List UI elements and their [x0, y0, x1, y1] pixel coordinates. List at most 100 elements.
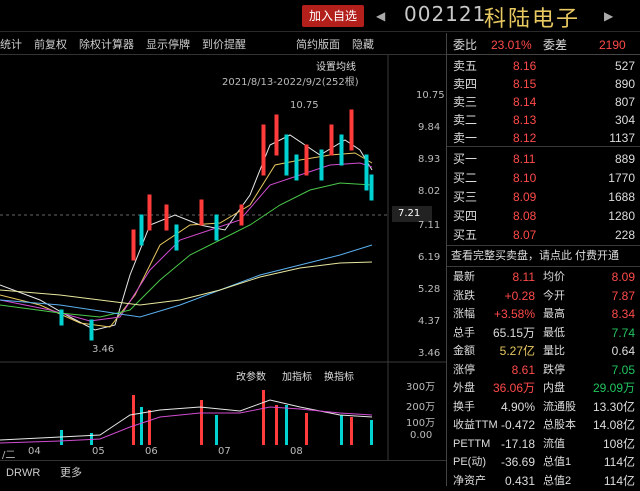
orderbook-row[interactable]: 买一 8.11 889 — [447, 149, 640, 169]
level-label: 卖一 — [453, 131, 478, 145]
stat-label: 最高 — [543, 308, 565, 320]
stat-label: 总值2 — [543, 474, 572, 487]
level-label: 卖三 — [453, 95, 478, 109]
stat-value: 29.09万 — [592, 381, 635, 395]
stat-row: 金额 5.27亿 量比 0.64 — [447, 341, 640, 361]
level-volume: 304 — [614, 113, 635, 127]
level-label: 卖五 — [453, 59, 478, 73]
orderbook-row[interactable]: 卖二 8.13 304 — [447, 110, 640, 130]
stat-label: 金额 — [453, 345, 475, 357]
stat-row: 净资产 0.431 总值2 114亿 — [447, 471, 640, 491]
level-label: 卖二 — [453, 113, 478, 127]
stat-label: 跌停 — [543, 363, 565, 376]
stat-value: +3.58% — [493, 307, 535, 321]
stat-label: PE(动) — [453, 456, 486, 468]
toolbar-item-hide[interactable]: 隐藏 — [352, 38, 374, 51]
level-volume: 1688 — [608, 190, 635, 204]
level-volume: 890 — [614, 77, 635, 91]
title-bar: 加入自选 ◀ 002121 科陆电子 ▶ — [0, 0, 640, 32]
level-label: 买五 — [453, 228, 478, 242]
stock-name: 科陆电子 — [484, 7, 581, 32]
stat-label: 涨停 — [453, 363, 475, 376]
tab-wr[interactable]: WR — [22, 467, 41, 479]
orderbook-row[interactable]: 卖一 8.12 1137 — [447, 128, 640, 148]
orderbook-row[interactable]: 买三 8.09 1688 — [447, 187, 640, 207]
price-tick: 6.19 — [418, 252, 441, 263]
promo-link[interactable]: 查看完整买卖盘，请点此 付费开通 — [451, 250, 620, 262]
stat-label: 内盘 — [543, 382, 565, 394]
stat-label: 换手 — [453, 400, 475, 413]
toolbar-item-suspend[interactable]: 显示停牌 — [146, 38, 190, 51]
level-label: 卖四 — [453, 77, 478, 91]
level-price: 8.10 — [513, 171, 537, 185]
stat-label: 涨跌 — [453, 289, 475, 302]
stat-value: 7.05 — [611, 362, 635, 377]
webi-value: 23.01% — [491, 38, 532, 52]
orderbook-row[interactable]: 买四 8.08 1280 — [447, 206, 640, 226]
stat-label: 均价 — [543, 271, 565, 283]
add-indicator-button[interactable]: 加指标 — [282, 372, 312, 383]
level-price: 8.07 — [513, 228, 537, 242]
change-params-button[interactable]: 改参数 — [236, 372, 266, 383]
add-watchlist-button[interactable]: 加入自选 — [302, 5, 364, 27]
webi-label: 委比 — [453, 38, 478, 52]
stat-value: -17.18 — [500, 436, 535, 451]
stat-value: 8.09 — [611, 270, 635, 284]
x-label: 08 — [290, 446, 303, 457]
stat-value: 8.34 — [611, 307, 635, 321]
stat-value: 7.87 — [611, 288, 635, 303]
stat-value: 4.90% — [500, 399, 535, 414]
level-label: 买一 — [453, 152, 478, 166]
stat-label: 总值1 — [543, 456, 572, 468]
prev-stock-icon[interactable]: ◀ — [376, 9, 386, 23]
price-tick: 8.93 — [418, 154, 441, 165]
stat-value: -0.472 — [500, 418, 535, 432]
level-price: 8.16 — [513, 59, 537, 73]
orderbook-row[interactable]: 卖五 8.16 527 — [447, 56, 640, 76]
tab-dr[interactable]: DR — [6, 467, 22, 479]
ma-settings-button[interactable]: 设置均线 — [316, 62, 356, 73]
toolbar-item-simple-layout[interactable]: 简约版面 — [296, 38, 340, 51]
orderbook-row[interactable]: 卖三 8.14 807 — [447, 92, 640, 112]
stat-value: 65.15万 — [492, 325, 535, 340]
stat-label: 涨幅 — [453, 308, 475, 320]
stat-value: -36.69 — [500, 455, 535, 469]
toolbar-item-alert[interactable]: 到价提醒 — [202, 38, 246, 51]
x-label: /二 — [2, 450, 16, 461]
x-label: 06 — [145, 446, 158, 457]
level-volume: 1280 — [608, 209, 635, 223]
toolbar-item-stats[interactable]: 统计 — [0, 38, 22, 51]
chart-toolbar: 统计 前复权 除权计算器 显示停牌 到价提醒 简约版面 隐藏 — [0, 33, 446, 55]
switch-indicator-button[interactable]: 换指标 — [324, 372, 354, 383]
level-volume: 807 — [614, 95, 635, 109]
stat-value: 0.431 — [504, 473, 535, 488]
toolbar-item-calculator[interactable]: 除权计算器 — [79, 38, 134, 51]
price-tick: 10.75 — [416, 90, 445, 101]
stat-label: 今开 — [543, 289, 565, 302]
level-volume: 1137 — [609, 131, 635, 145]
level-volume: 228 — [614, 228, 635, 242]
level-price: 8.09 — [513, 190, 537, 204]
stat-value: 8.11 — [512, 270, 535, 284]
level-label: 买二 — [453, 171, 478, 185]
stat-value: 5.27亿 — [499, 344, 535, 358]
stat-value: 8.61 — [511, 362, 535, 377]
next-stock-icon[interactable]: ▶ — [604, 9, 614, 23]
toolbar-item-adjust[interactable]: 前复权 — [34, 38, 67, 51]
stat-value: 108亿 — [602, 436, 635, 451]
orderbook-row[interactable]: 卖四 8.15 890 — [447, 74, 640, 94]
stat-value: 36.06万 — [492, 381, 535, 395]
stat-value: 13.30亿 — [592, 399, 635, 414]
kline-chart[interactable] — [0, 55, 446, 460]
orderbook-row[interactable]: 买二 8.10 1770 — [447, 168, 640, 188]
level-volume: 527 — [614, 59, 635, 73]
tab-more[interactable]: 更多 — [60, 467, 82, 479]
stat-row: PETTM -17.18 流值 108亿 — [447, 434, 640, 454]
stat-label: 总手 — [453, 326, 475, 339]
wecha-value: 2190 — [599, 38, 626, 52]
stat-label: 总股本 — [543, 419, 576, 431]
orderbook-row[interactable]: 买五 8.07 228 — [447, 225, 640, 245]
level-price: 8.15 — [513, 77, 537, 91]
stat-value: 114亿 — [603, 473, 635, 488]
high-price-label: 10.75 — [290, 100, 319, 111]
